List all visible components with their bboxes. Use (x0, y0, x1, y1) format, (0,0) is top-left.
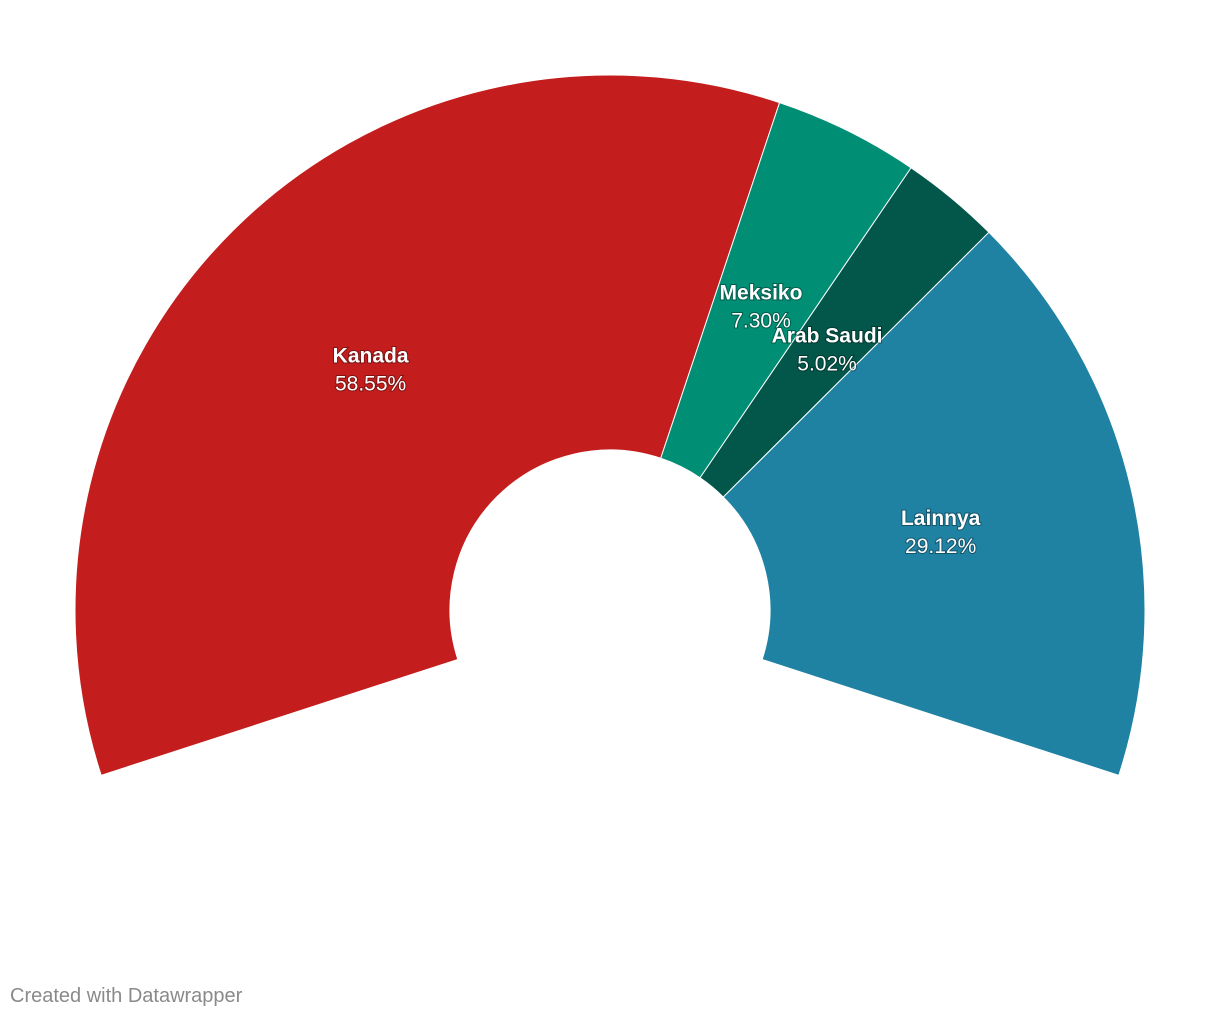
chart-slices (74, 74, 1146, 776)
semi-donut-chart: Kanada 58.55% Meksiko 7.30%Arab Saudi 5.02% L… (74, 74, 1146, 776)
slice-lainnya (722, 231, 1146, 776)
chart-labels: Kanada 58.55% Meksiko 7.30%Arab Saudi 5.02% L… (332, 280, 982, 559)
slice-label: Lainnya (901, 507, 981, 530)
slice-kanada (74, 74, 781, 776)
slice-label: Kanada (333, 345, 409, 368)
slice-value-label: 5.02% (797, 352, 857, 375)
slice-value-label: 58.55% (335, 373, 406, 396)
slice-label: Arab Saudi (772, 324, 883, 347)
slice-value-label: 29.12% (905, 535, 976, 558)
slice-label: Meksiko (720, 281, 803, 304)
slice-value-label: 7.30% (731, 309, 791, 332)
credit-text: Created with Datawrapper (10, 985, 243, 1007)
